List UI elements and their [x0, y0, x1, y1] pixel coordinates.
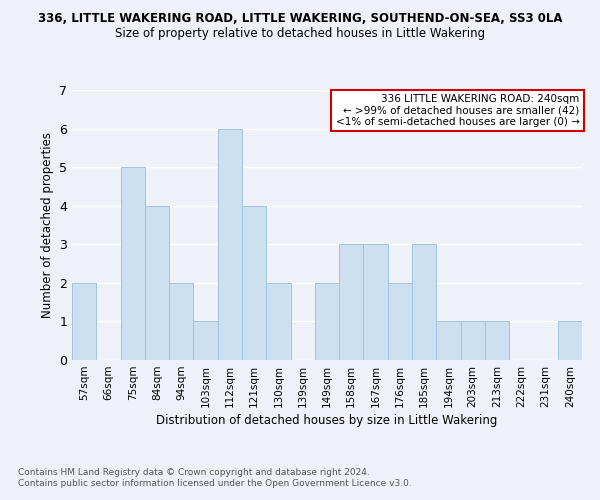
Bar [242, 206, 266, 360]
Bar [121, 167, 145, 360]
Bar [461, 322, 485, 360]
Text: Contains HM Land Registry data © Crown copyright and database right 2024.
Contai: Contains HM Land Registry data © Crown c… [18, 468, 412, 487]
Bar [364, 244, 388, 360]
Bar [485, 322, 509, 360]
Bar [72, 283, 96, 360]
Bar [266, 283, 290, 360]
Bar [412, 244, 436, 360]
Bar [218, 128, 242, 360]
Bar [315, 283, 339, 360]
Bar [436, 322, 461, 360]
Bar [145, 206, 169, 360]
Text: 336 LITTLE WAKERING ROAD: 240sqm
← >99% of detached houses are smaller (42)
<1% : 336 LITTLE WAKERING ROAD: 240sqm ← >99% … [335, 94, 580, 127]
Text: 336, LITTLE WAKERING ROAD, LITTLE WAKERING, SOUTHEND-ON-SEA, SS3 0LA: 336, LITTLE WAKERING ROAD, LITTLE WAKERI… [38, 12, 562, 26]
Y-axis label: Number of detached properties: Number of detached properties [41, 132, 53, 318]
Bar [558, 322, 582, 360]
Bar [193, 322, 218, 360]
Bar [339, 244, 364, 360]
X-axis label: Distribution of detached houses by size in Little Wakering: Distribution of detached houses by size … [157, 414, 497, 427]
Text: Size of property relative to detached houses in Little Wakering: Size of property relative to detached ho… [115, 28, 485, 40]
Bar [169, 283, 193, 360]
Bar [388, 283, 412, 360]
